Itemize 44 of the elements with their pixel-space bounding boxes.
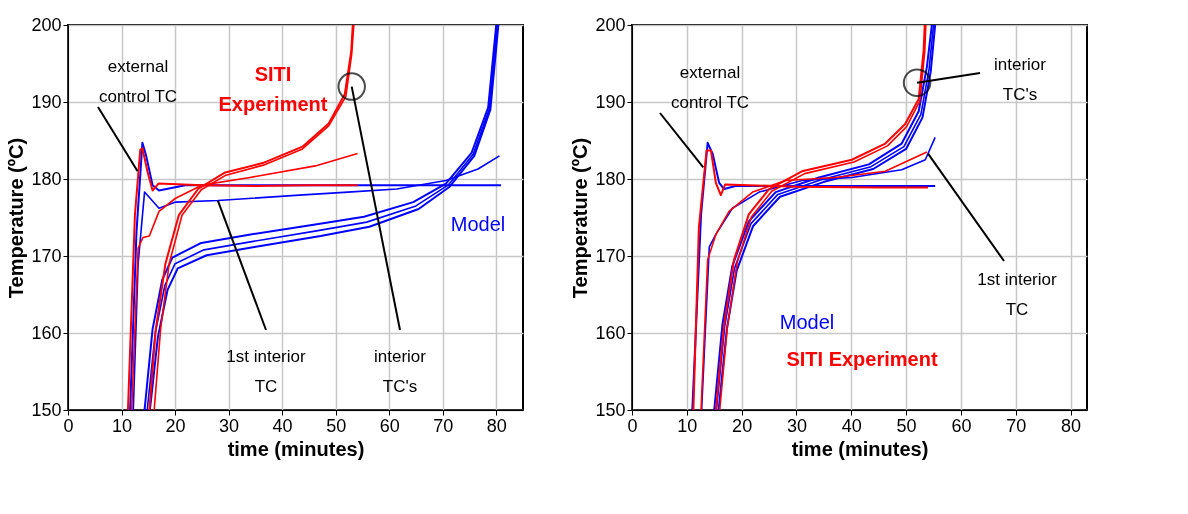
- x-tick-label: 60: [951, 415, 972, 436]
- annotation: external control TC: [670, 63, 750, 112]
- y-axis-title: Temperature (ºC): [569, 137, 592, 299]
- x-tick-label: 30: [786, 415, 807, 436]
- annotation: 1st interior TC: [977, 270, 1058, 319]
- x-axis-title: time (minutes): [227, 437, 365, 460]
- x-tick-label: 20: [165, 415, 186, 436]
- y-tick-label: 190: [595, 91, 626, 112]
- annotation: interior TC's: [994, 55, 1047, 104]
- x-tick-label: 50: [326, 415, 347, 436]
- x-tick-label: 80: [486, 415, 507, 436]
- x-tick-label: 30: [219, 415, 240, 436]
- x-tick-label: 0: [63, 415, 74, 436]
- x-tick-label: 10: [112, 415, 133, 436]
- text: Model: [779, 311, 835, 333]
- annotation: interior TC's: [374, 347, 427, 396]
- text: SITI Experiment: [218, 63, 328, 115]
- x-tick-label: 70: [433, 415, 454, 436]
- y-tick-label: 150: [31, 399, 62, 420]
- annotation: 1st interior TC: [226, 347, 307, 396]
- y-tick-label: 200: [595, 14, 626, 35]
- annotation: external control TC: [98, 57, 178, 106]
- y-tick-label: 200: [31, 14, 62, 35]
- y-tick-label: 180: [595, 168, 626, 189]
- y-tick-label: 190: [31, 91, 62, 112]
- x-tick-label: 0: [627, 415, 638, 436]
- x-tick-label: 60: [379, 415, 400, 436]
- text: SITI Experiment: [786, 348, 938, 370]
- x-axis-title: time (minutes): [791, 437, 929, 460]
- y-tick-label: 160: [595, 322, 626, 343]
- x-tick-label: 40: [841, 415, 862, 436]
- y-tick-label: 150: [595, 399, 626, 420]
- y-tick-label: 180: [31, 168, 62, 189]
- y-tick-label: 170: [31, 245, 62, 266]
- y-axis-title: Temperature (ºC): [5, 137, 28, 299]
- x-tick-label: 50: [896, 415, 917, 436]
- series-label: Model: [450, 213, 506, 235]
- x-tick-label: 10: [677, 415, 698, 436]
- x-tick-label: 20: [732, 415, 753, 436]
- y-tick-label: 170: [595, 245, 626, 266]
- x-tick-label: 70: [1006, 415, 1027, 436]
- y-tick-label: 160: [31, 322, 62, 343]
- x-tick-label: 40: [272, 415, 293, 436]
- x-tick-label: 80: [1061, 415, 1082, 436]
